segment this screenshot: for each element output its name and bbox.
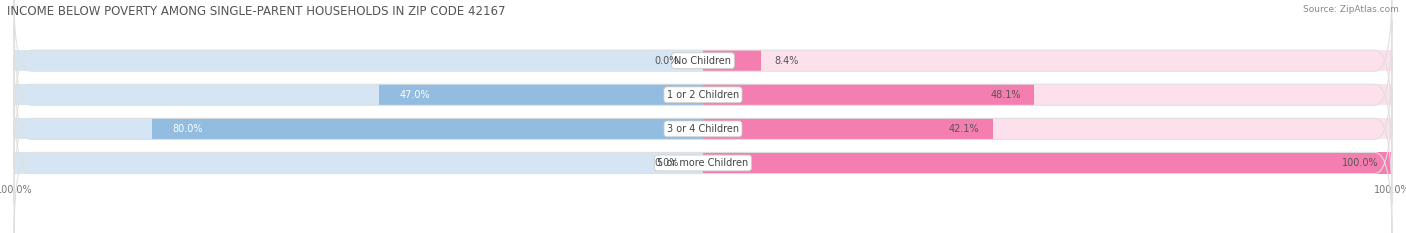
- Bar: [152, 118, 703, 140]
- Bar: [703, 118, 993, 140]
- Text: INCOME BELOW POVERTY AMONG SINGLE-PARENT HOUSEHOLDS IN ZIP CODE 42167: INCOME BELOW POVERTY AMONG SINGLE-PARENT…: [7, 5, 506, 18]
- Text: No Children: No Children: [675, 56, 731, 66]
- Text: 5 or more Children: 5 or more Children: [658, 158, 748, 168]
- Text: 8.4%: 8.4%: [775, 56, 799, 66]
- Text: 42.1%: 42.1%: [949, 124, 979, 134]
- Bar: [703, 50, 1392, 71]
- Text: 48.1%: 48.1%: [990, 90, 1021, 100]
- Bar: [380, 84, 703, 105]
- Text: 100.0%: 100.0%: [1341, 158, 1378, 168]
- Text: 3 or 4 Children: 3 or 4 Children: [666, 124, 740, 134]
- Bar: [703, 118, 1392, 140]
- Bar: [703, 152, 1392, 174]
- Text: 0.0%: 0.0%: [655, 158, 679, 168]
- Text: 1 or 2 Children: 1 or 2 Children: [666, 90, 740, 100]
- Bar: [14, 118, 703, 140]
- Bar: [703, 84, 1392, 105]
- Text: 47.0%: 47.0%: [399, 90, 430, 100]
- Bar: [703, 152, 1392, 174]
- Bar: [14, 84, 703, 105]
- Bar: [14, 50, 703, 71]
- Text: 0.0%: 0.0%: [655, 56, 679, 66]
- Bar: [703, 50, 761, 71]
- Bar: [703, 84, 1035, 105]
- Text: Source: ZipAtlas.com: Source: ZipAtlas.com: [1303, 5, 1399, 14]
- Bar: [14, 152, 703, 174]
- Text: 80.0%: 80.0%: [173, 124, 202, 134]
